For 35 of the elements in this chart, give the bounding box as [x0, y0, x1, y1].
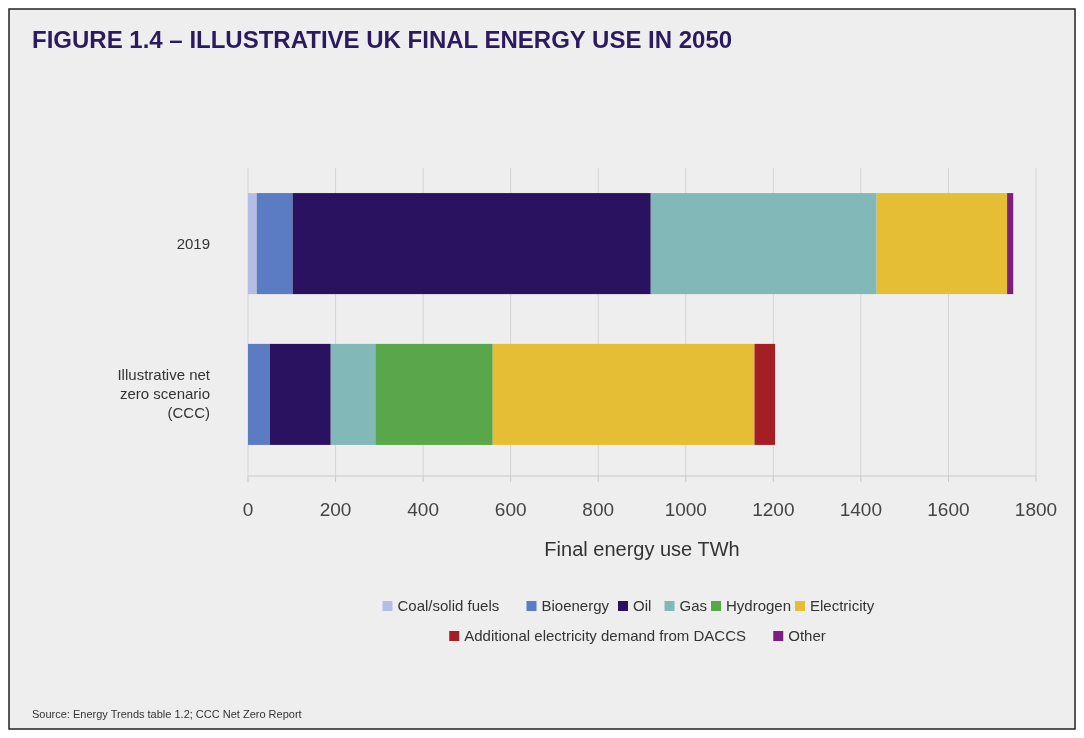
legend-label: Oil — [633, 597, 652, 614]
x-axis-title: Final energy use TWh — [544, 538, 740, 560]
x-tick-label: 200 — [319, 499, 352, 520]
legend-label: Hydrogen — [726, 597, 792, 614]
y-tick-label: Illustrative net zero scenario (CCC) — [117, 366, 211, 422]
bar — [650, 193, 877, 295]
x-tick-label: 600 — [494, 499, 527, 520]
bar — [1007, 193, 1014, 295]
bar — [292, 193, 651, 295]
bar — [330, 343, 376, 445]
legend-label: Bioenergy — [541, 597, 610, 614]
x-tick-label: 1400 — [839, 499, 883, 520]
x-tick-label: 800 — [582, 499, 615, 520]
bar — [375, 343, 493, 445]
y-tick-label: 2019 — [176, 234, 210, 252]
legend-label: Coal/solid fuels — [397, 597, 500, 614]
bar — [256, 193, 293, 295]
bar — [876, 193, 1008, 295]
legend-label: Gas — [679, 597, 708, 614]
x-tick-label: 1600 — [927, 499, 970, 520]
x-tick-label: 1200 — [752, 499, 795, 520]
legend-label: Other — [788, 627, 826, 644]
legend-label: Electricity — [810, 597, 875, 614]
bar — [492, 343, 755, 445]
chart-title: FIGURE 1.4 – ILLUSTRATIVE UK FINAL ENERGY USE IN 2050 — [32, 26, 733, 53]
bar — [248, 343, 270, 445]
bar — [248, 193, 257, 295]
source-note: Source: Energy Trends table 1.2; CCC Net Zero Report — [32, 708, 302, 720]
x-tick-label: 0 — [242, 499, 254, 520]
bar — [754, 343, 776, 445]
x-tick-label: 400 — [407, 499, 439, 520]
legend-label: Additional electricity demand from DACCS — [464, 627, 747, 644]
x-tick-label: 1800 — [1014, 499, 1058, 520]
x-tick-label: 1000 — [664, 499, 707, 520]
bar — [269, 343, 331, 445]
